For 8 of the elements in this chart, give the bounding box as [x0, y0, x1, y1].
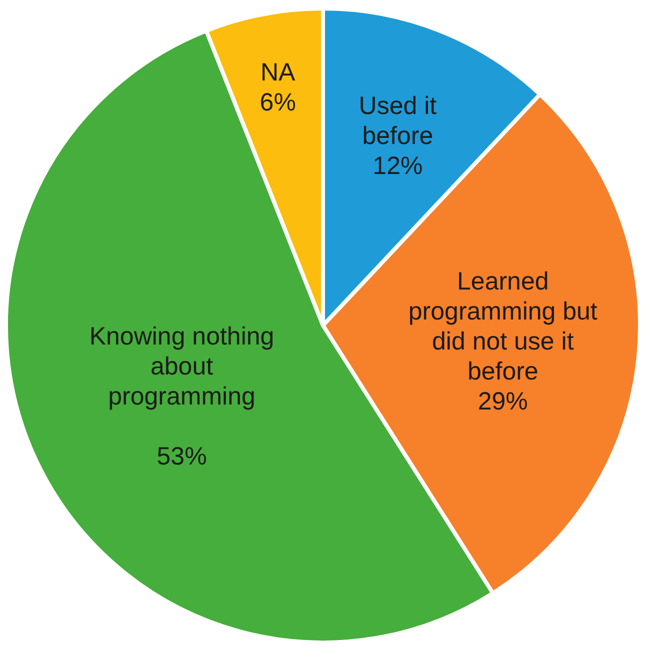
slice-label: NA	[260, 58, 296, 87]
data-label: 12%	[372, 152, 423, 180]
data-label: 29%	[478, 387, 528, 416]
slice-label: Learned programming but did not use it before	[408, 267, 598, 386]
slice-label: Used it before	[358, 92, 437, 150]
data-label: 53%	[156, 442, 207, 470]
slice-label: Knowing nothing about programming	[89, 322, 274, 410]
data-label: 6%	[260, 88, 296, 117]
